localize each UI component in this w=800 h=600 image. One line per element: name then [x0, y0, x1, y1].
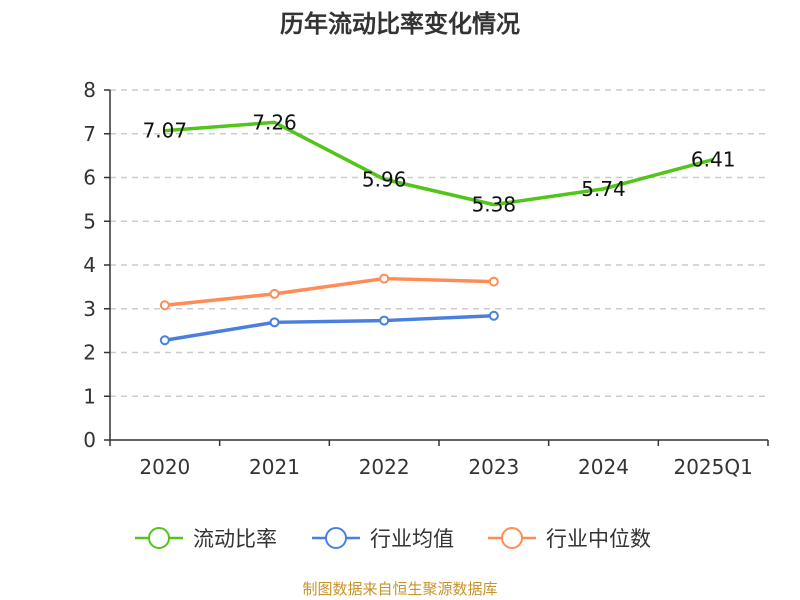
data-point	[159, 335, 170, 346]
data-point	[379, 273, 390, 284]
data-point	[269, 317, 280, 328]
x-tick-label: 2021	[249, 455, 300, 479]
x-tick-label: 2023	[468, 455, 519, 479]
legend-label: 流动比率	[193, 527, 277, 551]
x-tick-label: 2025Q1	[673, 455, 752, 479]
data-label: 5.38	[472, 193, 517, 217]
y-tick-label: 1	[83, 384, 96, 408]
y-tick-label: 0	[83, 428, 96, 452]
series-line-1	[164, 314, 494, 342]
data-point	[488, 276, 499, 287]
series-line-2	[164, 276, 494, 307]
legend-marker	[325, 527, 347, 549]
data-point	[488, 310, 499, 321]
data-label: 7.26	[252, 110, 297, 134]
legend-marker	[501, 527, 523, 549]
data-label: 7.07	[143, 119, 188, 143]
data-label: 5.96	[362, 167, 407, 191]
x-tick-label: 2020	[139, 455, 190, 479]
chart-title: 历年流动比率变化情况	[280, 10, 520, 38]
y-tick-label: 3	[83, 297, 96, 321]
y-tick-label: 2	[83, 341, 96, 365]
series-line-0	[164, 120, 714, 207]
y-tick-label: 5	[83, 209, 96, 233]
legend-label: 行业中位数	[546, 527, 651, 551]
y-tick-label: 8	[83, 78, 96, 102]
legend-marker	[148, 527, 170, 549]
y-tick-label: 4	[83, 253, 96, 277]
data-point	[269, 288, 280, 299]
y-tick-label: 6	[83, 166, 96, 190]
y-tick-label: 7	[83, 122, 96, 146]
data-point	[159, 300, 170, 311]
data-label: 6.41	[691, 148, 736, 172]
data-point	[379, 315, 390, 326]
x-tick-label: 2022	[359, 455, 410, 479]
legend-label: 行业均值	[370, 527, 454, 551]
x-tick-label: 2024	[578, 455, 629, 479]
data-label: 5.74	[581, 177, 626, 201]
source-footer: 制图数据来自恒生聚源数据库	[302, 580, 497, 598]
